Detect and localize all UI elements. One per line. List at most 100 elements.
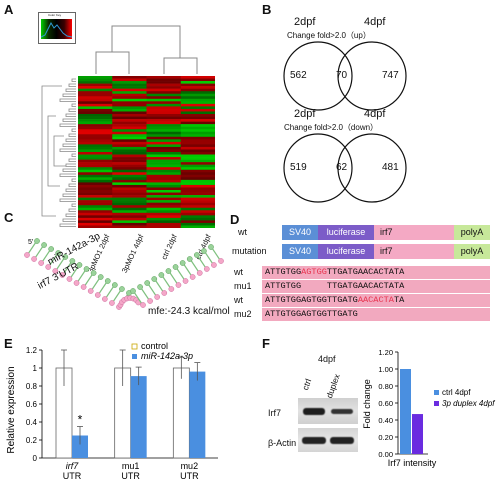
heatmap-cell [112, 78, 147, 82]
heatmap-cell [146, 136, 182, 140]
heatmap-cell [180, 96, 215, 100]
seq-label-wt-1: wt [234, 267, 243, 277]
seq-wt-1-post: TTGATGAACACTATA [326, 267, 405, 277]
heatmap-cell [112, 159, 147, 163]
heatmap-cell [180, 108, 215, 112]
e-bar-mir-2 [189, 371, 206, 458]
five-prime-label: 5' [28, 239, 33, 246]
heatmap-cell [112, 111, 147, 115]
seq-label-wt-2: wt [234, 295, 243, 305]
heatmap-cell [78, 184, 113, 188]
heatmap-cell [180, 225, 215, 228]
heatmap-cell [78, 83, 113, 87]
heatmap-cell [180, 106, 215, 110]
heatmap-cell [112, 190, 147, 193]
heatmap-cell [112, 202, 147, 206]
heatmap-cell [146, 172, 182, 176]
blot-lane-duplex: duplex [324, 372, 342, 400]
heatmap-cell [78, 101, 113, 105]
heatmap-cell [180, 134, 215, 138]
venn-down-overlap: 62 [336, 162, 348, 173]
row-dendrogram [41, 78, 76, 227]
venn-up-condition: Change fold>2.0（up） [287, 31, 371, 40]
heatmap-cell [180, 119, 215, 122]
heatmap-cell [180, 162, 215, 165]
blot-label-actin: β-Actin [268, 438, 297, 448]
heatmap-cell [180, 81, 215, 84]
heatmap-cell [146, 174, 182, 178]
venn-up: 2dpf 4dpf Change fold>2.0（up） 562 70 747 [270, 12, 440, 112]
heatmap-cell [180, 157, 215, 160]
e-ytick-label: 1 [33, 364, 38, 373]
heatmap-cell [146, 184, 182, 188]
seq-wt-1-pre: ATTGTGG [265, 267, 302, 277]
e-ytick-label: 1.2 [26, 346, 38, 355]
panel-c-label: C [4, 210, 14, 225]
f-ytick-label: 0.00 [378, 450, 393, 459]
venn-down-only-left: 519 [290, 162, 307, 173]
heatmap-cell [146, 149, 182, 153]
heatmap-cell [146, 190, 182, 193]
heatmap-cell [146, 182, 182, 186]
venn-up-only-right: 747 [382, 70, 399, 81]
heatmap-cell [78, 220, 113, 224]
e-ylabel: Relative expression [6, 366, 17, 453]
heatmap-cell [146, 195, 182, 198]
heatmap-cell [78, 207, 113, 211]
heatmap-cell [112, 212, 147, 216]
heatmap-cell [180, 141, 215, 145]
heatmap-cell [78, 167, 113, 171]
heatmap-cell [112, 174, 147, 178]
column-dendrogram [95, 25, 198, 74]
heatmap-cell [146, 116, 182, 120]
heatmap-cell [112, 103, 147, 107]
heatmap-cell [112, 134, 147, 138]
venn-down-circles [283, 133, 407, 203]
blot-label-irf7: Irf7 [268, 408, 282, 418]
heatmap-cell [146, 179, 182, 183]
western-blot-irf7 [298, 398, 358, 424]
venn-down-only-right: 481 [382, 162, 399, 173]
e-ytick-label: 0.6 [26, 400, 38, 409]
heatmap-cell [78, 108, 113, 112]
heatmap-cell [78, 212, 113, 216]
heatmap-cell [146, 177, 182, 181]
heatmap-cell [180, 179, 215, 183]
f-xlabel: Irf7 intensity [388, 458, 437, 468]
heatmap-cell [112, 131, 147, 135]
e-category-label: irf7 [66, 461, 79, 471]
heatmap-cell [180, 76, 215, 79]
blot-band-irf7-ctrl [303, 408, 325, 415]
heatmap-cell [146, 212, 182, 216]
heatmap-cell [146, 121, 182, 125]
construct-wt-label: wt [238, 227, 247, 237]
heatmap-cell [146, 225, 182, 228]
heatmap-cell [180, 101, 215, 105]
heatmap-cell [112, 225, 147, 228]
western-blot-actin [298, 428, 358, 452]
heatmap-cell [112, 172, 147, 176]
heatmap-cell [78, 146, 113, 150]
heatmap-cell [78, 111, 113, 115]
blot-band-actin-duplex [330, 437, 354, 444]
e-category-label: mu2 [181, 461, 199, 471]
heatmap-cell [78, 172, 113, 176]
heatmap-cell [112, 149, 147, 153]
heatmap-cell [146, 152, 182, 155]
heatmap-cell [180, 111, 215, 115]
heatmap-cell [146, 215, 182, 219]
heatmap-cell [180, 207, 215, 211]
f-ytick-label: 0.40 [378, 416, 393, 425]
heatmap-cell [180, 217, 215, 221]
color-key-title: Color Key [48, 13, 62, 17]
e-bar-mir-1 [130, 376, 147, 458]
heatmap-cell [78, 139, 113, 143]
heatmap-cell [112, 136, 147, 140]
construct-wt-polya: polyA [454, 225, 490, 240]
seq-mu1-pre: ATTGTGG [265, 281, 302, 291]
heatmap-cell [78, 164, 113, 168]
blot-band-actin-ctrl [302, 437, 326, 444]
heatmap-cell [112, 210, 147, 214]
heatmap-cell [112, 200, 147, 203]
fold-change-chart: 0.00 0.20 0.40 0.60 0.80 1.00 1.20 Fold change I… [362, 348, 495, 468]
